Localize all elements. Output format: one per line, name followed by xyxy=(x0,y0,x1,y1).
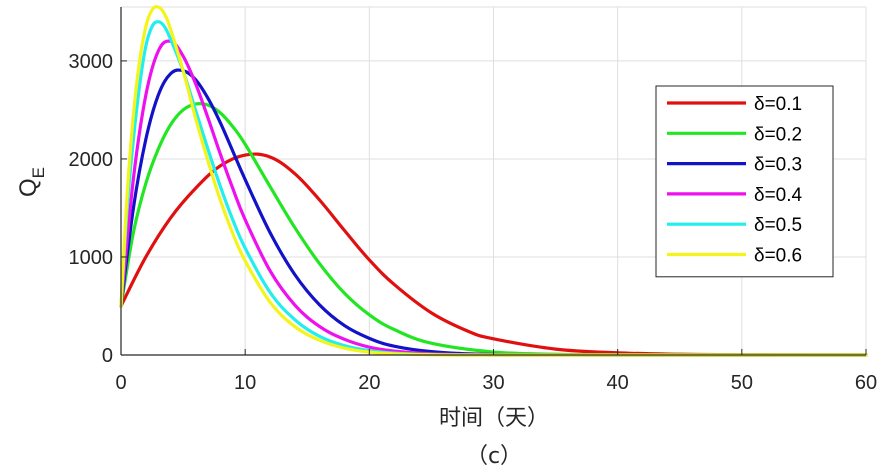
x-tick-label: 60 xyxy=(855,372,877,394)
legend-box xyxy=(655,85,834,278)
y-tick-label: 0 xyxy=(102,345,113,367)
x-tick-label: 10 xyxy=(234,372,256,394)
figure-caption: （c） xyxy=(466,444,522,469)
axes xyxy=(120,7,867,356)
y-tick-label: 2000 xyxy=(69,149,114,171)
legend-label: δ=0.1 xyxy=(754,94,802,115)
svg-text:QE: QE xyxy=(15,167,48,197)
legend-label: δ=0.5 xyxy=(754,215,802,236)
y-axis-label-subscript: E xyxy=(29,167,48,178)
x-tick-label: 50 xyxy=(731,372,753,394)
legend-label: δ=0.2 xyxy=(754,124,802,145)
series-lines xyxy=(119,5,868,357)
legend-label: δ=0.6 xyxy=(754,246,802,267)
y-tick-label: 1000 xyxy=(69,247,114,269)
x-axis-label: 时间（天） xyxy=(439,406,549,431)
legend-label: δ=0.4 xyxy=(754,185,803,206)
tick-labels: 0 10 20 30 40 50 60 0 1000 2000 3000 xyxy=(69,51,878,394)
legend: δ=0.1 δ=0.2 δ=0.3 δ=0.4 δ=0.5 δ=0.6 xyxy=(655,85,834,278)
y-axis-label: QE xyxy=(15,167,48,197)
legend-label: δ=0.3 xyxy=(754,155,802,176)
x-tick-label: 0 xyxy=(115,372,126,394)
y-axis-label-main: Q xyxy=(15,178,42,197)
series-line-6 xyxy=(119,5,868,357)
x-tick-label: 30 xyxy=(482,372,504,394)
y-tick-label: 3000 xyxy=(69,51,114,73)
x-tick-label: 20 xyxy=(358,372,380,394)
x-tick-label: 40 xyxy=(607,372,629,394)
series-line-1 xyxy=(119,152,868,357)
